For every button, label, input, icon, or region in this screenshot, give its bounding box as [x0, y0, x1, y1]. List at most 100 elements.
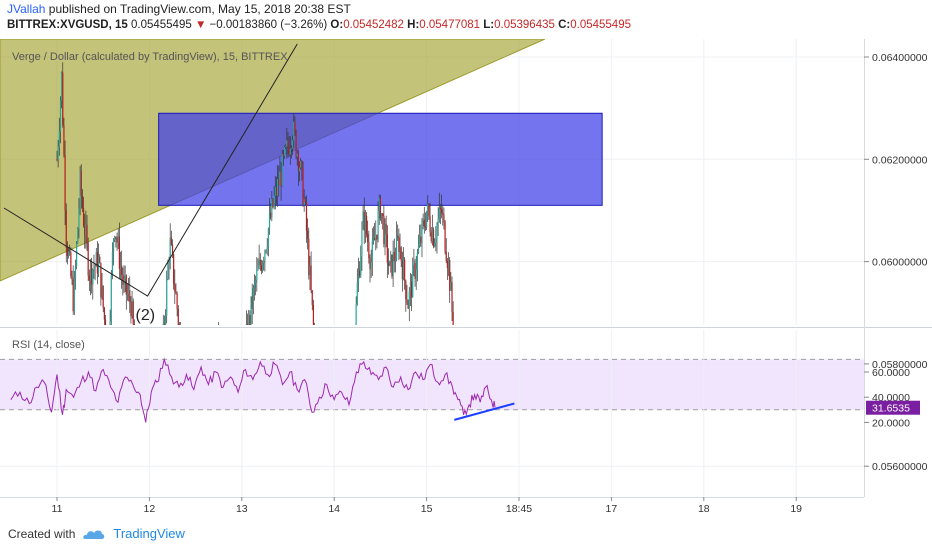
candle-body	[72, 279, 74, 312]
candle-body	[255, 280, 257, 283]
candle-body	[359, 270, 361, 277]
candle-body	[430, 232, 432, 242]
candle-body	[423, 219, 425, 227]
candle-body	[167, 265, 169, 279]
candle-body	[392, 252, 394, 277]
rsi-value-tag	[866, 400, 920, 415]
candle-body	[390, 254, 392, 262]
candle-body	[294, 121, 296, 132]
rsi-pane[interactable]: RSI (14, close)	[0, 330, 864, 496]
candle-body	[278, 179, 280, 186]
candle-body	[268, 212, 271, 229]
candle-body	[253, 282, 256, 289]
candle-body	[112, 239, 115, 253]
candle-body	[429, 215, 431, 233]
candle-body	[245, 323, 248, 325]
candle-body	[375, 234, 377, 241]
candle-body	[289, 148, 291, 155]
candle-body	[71, 276, 73, 280]
candle-body	[119, 265, 122, 269]
candle-body	[263, 260, 265, 264]
candle-body	[368, 242, 370, 259]
candle-body	[279, 171, 281, 186]
candle-body	[297, 153, 299, 172]
candle-body	[124, 275, 126, 280]
candle-body	[397, 235, 399, 238]
time-axis[interactable]: 11 12 13 14 15 18:45 17 18 19	[52, 497, 803, 515]
candle-body	[285, 146, 287, 148]
price-pane-title: Verge / Dollar (calculated by TradingVie…	[12, 51, 288, 63]
candle-body	[410, 281, 413, 298]
candle-body	[258, 259, 260, 268]
rsi-up-trendline	[454, 402, 515, 421]
candle-body	[478, 408, 479, 424]
candle-body	[101, 285, 103, 298]
candle-body	[309, 265, 311, 276]
candle-body	[176, 293, 178, 309]
candle-body	[417, 245, 420, 253]
candle-body	[114, 236, 116, 240]
candle-body	[117, 236, 119, 243]
chart-canvas[interactable]: Verge / Dollar (calculated by TradingVie…	[0, 0, 932, 520]
candle-body	[96, 251, 99, 274]
candle-body	[438, 207, 440, 219]
candle-body	[63, 125, 65, 155]
candle-body	[365, 215, 368, 235]
rsi-pane-title: RSI (14, close)	[12, 339, 85, 351]
candle-body	[218, 334, 219, 348]
candle-body	[349, 412, 350, 419]
candle-body	[455, 340, 456, 344]
candle-body	[246, 323, 249, 325]
candle-body	[311, 290, 313, 305]
candle-body	[261, 263, 264, 271]
candle-body	[377, 211, 379, 240]
low-value: 0.05396435	[494, 19, 555, 31]
candle-body	[277, 179, 279, 196]
candle-body	[413, 262, 415, 265]
candle-body	[73, 278, 75, 312]
author-link[interactable]: JVallah	[7, 2, 46, 16]
price-tick-label: 0.06400000	[872, 52, 928, 64]
candle-body	[126, 293, 129, 295]
candle-body	[271, 199, 273, 218]
candle-body	[400, 247, 402, 261]
candle-body	[175, 291, 177, 294]
candle-body	[128, 290, 130, 294]
price-pane[interactable]: Verge / Dollar (calculated by TradingVie…	[0, 39, 864, 520]
candle-body	[412, 264, 414, 298]
candle-body	[130, 301, 132, 317]
candle-body	[287, 140, 289, 148]
down-arrow-icon: ▼	[194, 19, 207, 31]
candle-body	[451, 282, 453, 313]
candle-body	[408, 291, 410, 309]
candle-body	[370, 262, 372, 270]
candle-body	[257, 267, 259, 270]
tradingview-brand-link[interactable]: TradingView	[113, 526, 185, 541]
candle-body	[242, 353, 243, 355]
candle-body	[383, 215, 385, 245]
candle-body	[361, 228, 363, 257]
candle-body	[312, 304, 315, 325]
candle-body	[265, 250, 267, 252]
price-tick-label: 0.05600000	[872, 461, 928, 473]
candle-body	[125, 275, 127, 295]
candle-body	[382, 213, 384, 216]
candle-body	[405, 280, 407, 300]
candle-body	[80, 170, 82, 196]
candle-body	[385, 223, 387, 235]
candle-body	[129, 290, 131, 302]
candle-body	[282, 154, 284, 156]
open-label: O:	[330, 19, 344, 31]
candle-body	[296, 153, 298, 157]
candle-body	[118, 236, 120, 269]
candle-body	[251, 296, 253, 309]
candle-body	[446, 261, 448, 269]
candles	[56, 62, 479, 424]
candle-body	[82, 208, 85, 226]
time-tick-label: 15	[421, 503, 433, 515]
candle-body	[280, 171, 282, 186]
candle-body	[131, 301, 133, 317]
candle-body	[407, 302, 409, 309]
price-axis[interactable]: 0.06400000 0.06200000 0.06000000 0.05800000…	[864, 52, 928, 520]
